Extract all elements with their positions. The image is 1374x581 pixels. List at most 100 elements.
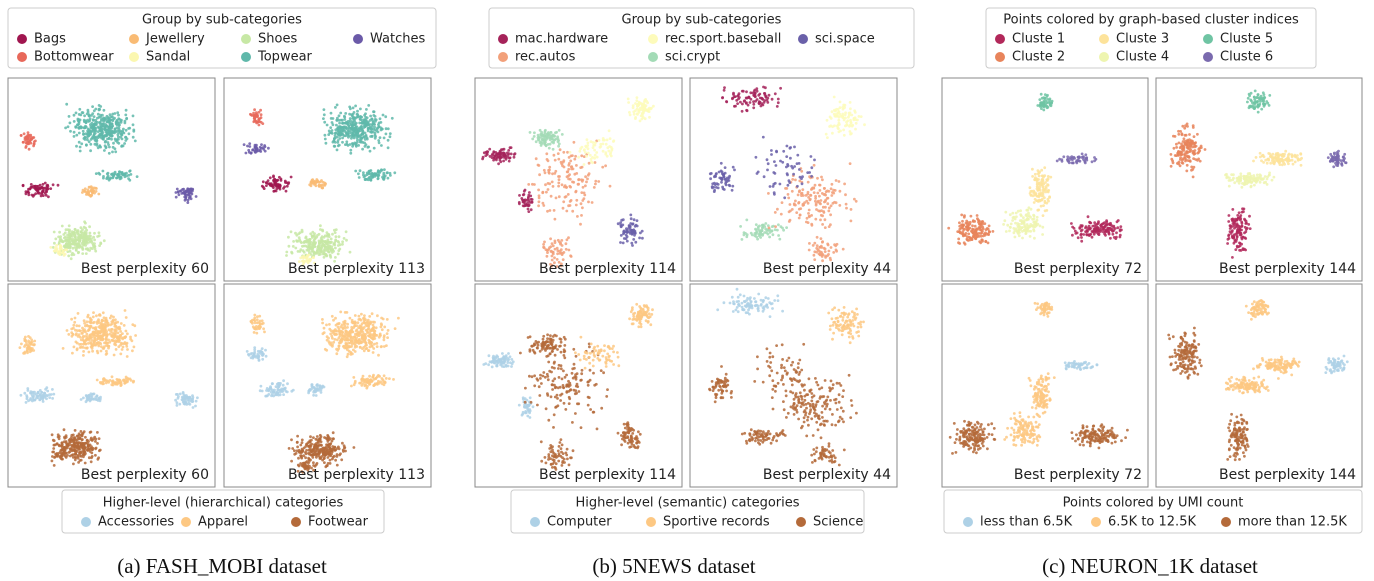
scatter-point <box>730 188 734 192</box>
scatter-point <box>763 93 767 97</box>
scatter-point <box>627 227 630 230</box>
scatter-point <box>131 135 135 139</box>
scatter-point <box>301 244 304 248</box>
scatter-point <box>105 335 108 339</box>
scatter-point <box>627 224 631 227</box>
scatter-point <box>317 253 321 256</box>
scatter-point <box>91 112 95 115</box>
scatter-point <box>386 127 390 131</box>
scatter-point <box>62 233 66 236</box>
scatter-point <box>297 232 301 236</box>
scatter-point <box>41 194 45 198</box>
scatter-point <box>303 240 307 243</box>
scatter-point <box>191 394 194 397</box>
scatter-point <box>79 342 83 346</box>
scatter-point <box>98 334 101 338</box>
scatter-point <box>23 391 27 395</box>
scatter-point <box>76 251 80 255</box>
scatter-point <box>764 86 767 90</box>
scatter-point <box>616 222 620 226</box>
scatter-point <box>96 120 99 124</box>
scatter-point <box>334 333 338 336</box>
scatter-point <box>545 137 549 140</box>
scatter-point <box>36 396 40 399</box>
scatter-point <box>83 114 86 118</box>
scatter-point <box>550 254 554 258</box>
scatter-point <box>31 390 35 394</box>
scatter-point <box>709 177 712 181</box>
scatter-point <box>511 360 515 364</box>
scatter-point <box>380 144 383 147</box>
scatter-point <box>116 175 120 179</box>
scatter-point <box>58 230 61 234</box>
scatter-point <box>278 393 282 397</box>
scatter-point <box>86 398 90 401</box>
scatter-point <box>95 394 99 398</box>
scatter-point <box>348 316 352 320</box>
scatter-point <box>319 228 322 231</box>
scatter-point <box>294 452 298 455</box>
scatter-point <box>345 132 348 135</box>
scatter-point <box>319 249 323 253</box>
scatter-point <box>23 350 27 354</box>
scatter-point <box>794 199 797 203</box>
scatter-point <box>631 230 635 234</box>
scatter-point <box>258 145 262 149</box>
scatter-point <box>589 157 593 161</box>
scatter-point <box>841 247 845 251</box>
scatter-point <box>108 133 112 137</box>
scatter-point <box>71 251 74 255</box>
scatter-point <box>58 249 62 253</box>
scatter-point <box>549 131 553 134</box>
scatter-point <box>299 454 302 457</box>
scatter-point <box>111 112 115 116</box>
scatter-point <box>135 175 139 179</box>
scatter-point <box>363 321 367 325</box>
scatter-point <box>775 105 779 108</box>
scatter-point <box>108 332 112 336</box>
scatter-point <box>513 152 517 156</box>
scatter-point <box>64 441 68 445</box>
scatter-point <box>85 332 89 336</box>
scatter-point <box>821 205 825 209</box>
scatter-point <box>51 397 54 400</box>
scatter-point <box>119 322 123 325</box>
scatter-point <box>529 208 533 212</box>
scatter-point <box>610 147 614 151</box>
scatter-point <box>331 232 334 236</box>
scatter-point <box>378 117 382 121</box>
scatter-point <box>328 458 332 462</box>
scatter-point <box>125 174 129 178</box>
scatter-point <box>326 440 330 443</box>
scatter-point <box>91 438 94 442</box>
scatter-point <box>541 191 545 195</box>
scatter-point <box>369 320 373 324</box>
scatter-point <box>832 191 836 195</box>
scatter-point <box>257 117 261 121</box>
scatter-point <box>256 356 260 360</box>
scatter-point <box>122 324 126 327</box>
scatter-point <box>69 129 72 133</box>
scatter-point <box>593 143 597 147</box>
scatter-point <box>111 383 115 387</box>
scatter-point <box>107 151 111 155</box>
scatter-point <box>57 235 60 239</box>
scatter-point <box>758 233 762 236</box>
scatter-point <box>345 238 348 242</box>
scatter-point <box>259 150 263 153</box>
scatter-point <box>849 208 853 211</box>
scatter-point <box>787 179 791 183</box>
scatter-point <box>373 115 377 118</box>
scatter-point <box>250 352 254 355</box>
scatter-point <box>560 239 564 242</box>
scatter-point <box>507 159 511 163</box>
legend-label: Accessories <box>98 515 174 530</box>
scatter-point <box>83 241 87 244</box>
scatter-point <box>92 115 96 118</box>
scatter-point <box>373 342 376 346</box>
scatter-point <box>29 342 33 346</box>
scatter-point <box>271 382 274 385</box>
legend-label: Shoes <box>258 32 297 47</box>
scatter-point <box>786 173 789 177</box>
scatter-point <box>109 176 112 180</box>
